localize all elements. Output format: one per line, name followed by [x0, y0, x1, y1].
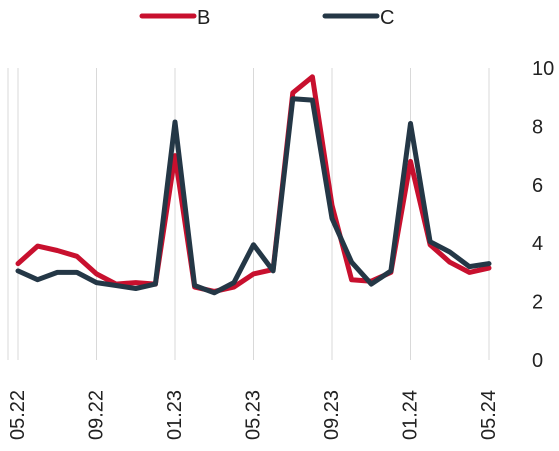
- x-tick-label: 05.22: [7, 390, 29, 440]
- x-tick-label: 09.23: [321, 390, 343, 440]
- y-tick-label: 6: [532, 175, 543, 197]
- y-axis-tick-labels: 0 2 4 6 8 10: [532, 58, 554, 372]
- y-tick-label: 0: [532, 350, 543, 372]
- y-tick-label: 10: [532, 58, 554, 80]
- x-tick-label: 05.23: [243, 390, 265, 440]
- series-line-C: [15, 96, 492, 296]
- y-tick-label: 2: [532, 292, 543, 314]
- x-tick-label: 05.24: [478, 390, 500, 440]
- y-tick-label: 8: [532, 116, 543, 138]
- series-line-B: [15, 74, 492, 294]
- series-group: [15, 74, 492, 296]
- y-tick-label: 4: [532, 233, 543, 255]
- x-axis-tick-labels: 05.22 09.22 01.23 05.23 09.23 01.24 05.24: [7, 390, 500, 440]
- legend-label-B: B: [197, 7, 210, 29]
- grid: [7, 68, 490, 360]
- legend-label-C: C: [380, 7, 394, 29]
- x-tick-label: 01.23: [164, 390, 186, 440]
- x-tick-label: 01.24: [400, 390, 422, 440]
- x-tick-label: 09.22: [86, 390, 108, 440]
